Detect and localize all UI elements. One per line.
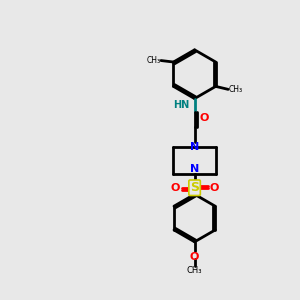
Text: HN: HN: [173, 100, 189, 110]
Text: N: N: [190, 164, 199, 174]
Text: N: N: [190, 142, 199, 152]
Text: CH₃: CH₃: [146, 56, 161, 65]
Text: O: O: [210, 183, 219, 193]
Text: O: O: [190, 252, 199, 262]
Text: CH₃: CH₃: [229, 85, 243, 94]
Text: O: O: [200, 113, 209, 124]
Text: O: O: [170, 183, 179, 193]
Text: CH₃: CH₃: [187, 266, 202, 275]
Text: S: S: [190, 181, 199, 194]
